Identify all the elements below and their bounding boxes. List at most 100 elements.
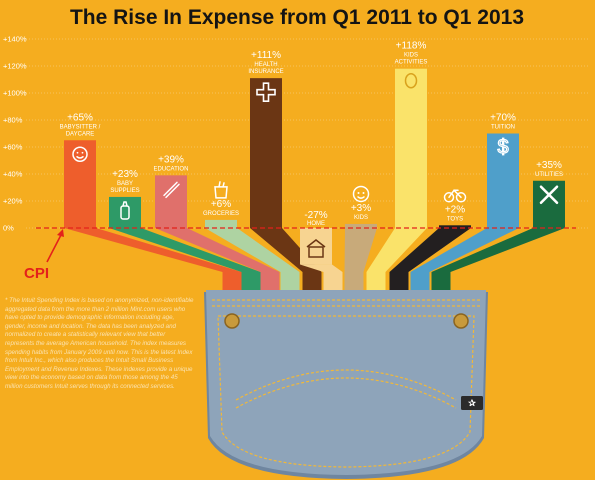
category-label: BABYSITTER /	[60, 124, 101, 130]
stream-8	[366, 228, 427, 294]
medical-cross-icon	[256, 82, 276, 102]
category-label: SUPPLIES	[110, 188, 139, 194]
bar-group-3: EDUCATION+39%	[154, 154, 189, 228]
category-label: EDUCATION	[154, 166, 189, 172]
grocery-bag-icon-items	[218, 181, 225, 188]
value-label: +3%	[351, 203, 371, 214]
category-label: KIDS	[404, 53, 418, 59]
y-tick-label: +80%	[3, 116, 23, 125]
bar	[345, 223, 377, 228]
bar	[533, 180, 565, 228]
pocket-tag-icon	[461, 396, 483, 410]
bar-group-7: KIDS+3%	[345, 185, 377, 228]
baby-bottle-icon-nipple	[122, 201, 128, 207]
y-tick-label: 0%	[3, 224, 14, 233]
y-axis-ticks: +140% +120% +100% +80% +60% +40% +20% 0%	[3, 35, 27, 233]
category-label: BABY	[117, 181, 133, 187]
category-label: UTILITIES	[535, 172, 563, 178]
bar	[250, 78, 282, 229]
grocery-bag-icon	[214, 186, 228, 199]
bicycle-icon-frame	[448, 189, 462, 199]
wrench-screwdriver-icon	[539, 185, 559, 205]
bar	[395, 68, 427, 228]
category-label: GROCERIES	[203, 211, 239, 217]
value-label: +111%	[251, 50, 281, 61]
value-label: -27%	[304, 210, 327, 221]
bar	[487, 133, 519, 228]
bicycle-icon	[443, 192, 455, 203]
stream-10	[410, 228, 519, 294]
value-label: +23%	[112, 169, 138, 180]
cpi-arrow	[46, 232, 63, 263]
baby-face-icon	[72, 146, 88, 162]
value-label: +2%	[445, 204, 465, 215]
bar-group-1: BABYSITTER /DAYCARE +65%	[60, 112, 101, 228]
pocket-body	[206, 290, 486, 475]
value-label: +6%	[211, 199, 231, 210]
y-tick-label: +100%	[3, 89, 27, 98]
category-label: ACTIVITIES	[395, 60, 428, 66]
rivet-icon	[453, 313, 469, 329]
balloon-icon	[404, 72, 418, 89]
pocket-arc-stitch	[235, 377, 457, 409]
value-label: +118%	[396, 41, 427, 52]
y-tick-label: +140%	[3, 35, 27, 44]
bicycle-icon-wheel	[455, 192, 467, 203]
stream-7	[344, 228, 377, 294]
pencil-ruler-icon	[163, 181, 178, 197]
bar-group-11: UTILITIES+35%	[533, 160, 565, 228]
baby-face-icon-eye	[76, 151, 79, 154]
cpi-reference: CPI	[24, 227, 576, 282]
stream-11	[431, 228, 565, 294]
house-icon	[308, 246, 324, 258]
cpi-arrow-head	[57, 229, 64, 237]
kid-face-icon-mouth	[357, 196, 365, 199]
stream-5	[250, 228, 322, 294]
value-label: +70%	[490, 113, 516, 124]
pocket-tag-glyph: ✰	[467, 398, 476, 408]
bar	[205, 219, 237, 228]
bar-group-4: GROCERIES+6%	[203, 181, 239, 228]
dollar-sign-icon: $	[497, 137, 508, 159]
cpi-label: CPI	[24, 265, 49, 282]
stream-6	[300, 264, 343, 294]
stream-3	[155, 228, 280, 294]
stream-2	[109, 228, 261, 294]
baby-face-icon-eye	[81, 151, 84, 154]
y-tick-label: +120%	[3, 62, 27, 71]
value-label: +39%	[158, 154, 184, 165]
pocket-outline-stitch	[217, 315, 475, 468]
category-label: HEALTH	[254, 62, 277, 68]
footnote: * The Intuit Spending Index is based on …	[5, 297, 194, 390]
bar-group-6: -27%HOME	[300, 210, 332, 265]
color-streams	[64, 228, 565, 294]
category-label: HOME	[307, 221, 325, 227]
house-icon-roof	[306, 239, 326, 248]
pencil-ruler-icon-ruler	[165, 183, 180, 199]
pocket-arc-stitch	[235, 369, 457, 401]
category-label: TOYS	[447, 216, 463, 222]
bar-group-10: TUITION+70% $	[487, 113, 519, 228]
category-label: TUITION	[491, 125, 515, 131]
chart-title: The Rise In Expense from Q1 2011 to Q1 2…	[70, 6, 524, 29]
bar	[155, 175, 187, 228]
bar	[439, 225, 471, 228]
kid-face-icon-eye	[362, 191, 365, 194]
stream-1	[64, 228, 242, 294]
category-label: DAYCARE	[66, 131, 95, 137]
bar	[300, 228, 332, 265]
y-tick-label: +60%	[3, 143, 23, 152]
baby-bottle-icon	[120, 205, 130, 220]
rivet-icon	[224, 313, 240, 329]
bar-group-9: TOYS+2%	[439, 189, 471, 228]
baby-face-icon-mouth	[76, 156, 84, 159]
y-tick-label: +20%	[3, 197, 23, 206]
bar	[64, 140, 96, 228]
kid-face-icon-eye	[357, 191, 360, 194]
